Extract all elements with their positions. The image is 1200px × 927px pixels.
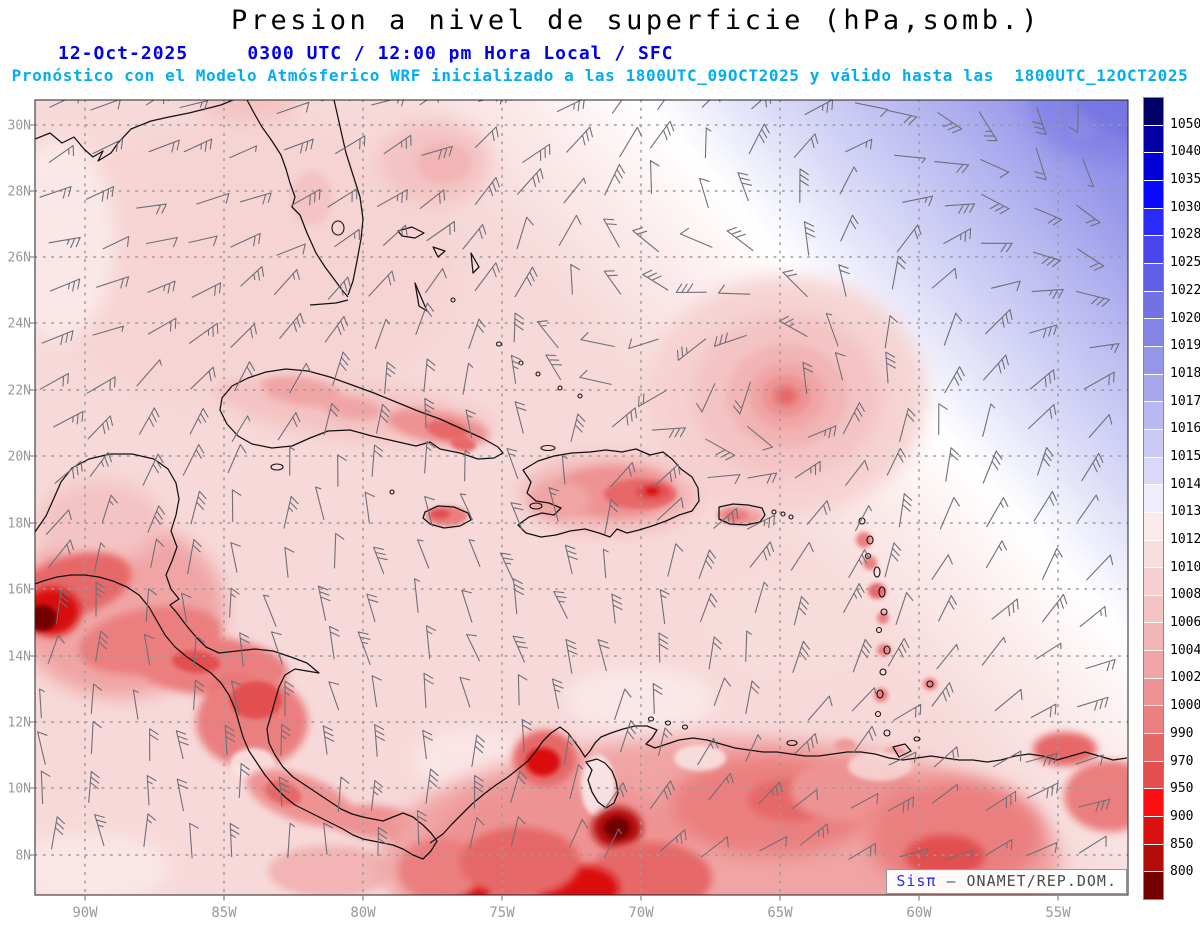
latlon-gridlines xyxy=(35,100,1128,895)
page-title: Presion a nivel de superficie (hPa,somb.… xyxy=(231,5,1041,36)
colorbar-tick-label: 1008 xyxy=(1170,587,1200,603)
colorbar-tick-label: 1022 xyxy=(1170,282,1200,298)
colorbar-cell xyxy=(1144,208,1163,237)
colorbar-tick-label: 1012 xyxy=(1170,532,1200,548)
colorbar-tick-label: 900 xyxy=(1170,808,1194,824)
lat-tick-label: 12N xyxy=(8,716,31,731)
colorbar-cell xyxy=(1144,457,1163,486)
colorbar-tick-label: 990 xyxy=(1170,725,1194,741)
colorbar-cell xyxy=(1144,817,1163,845)
colorbar-tick-label: 1000 xyxy=(1170,698,1200,714)
colorbar-cell xyxy=(1144,236,1163,264)
lon-tick-label: 75W xyxy=(489,905,515,921)
lon-tick-label: 55W xyxy=(1045,905,1071,921)
colorbar-cell xyxy=(1144,429,1163,458)
colorbar-tick-label: 1020 xyxy=(1170,310,1200,326)
lat-tick-label: 28N xyxy=(8,185,31,200)
colorbar-cell xyxy=(1144,98,1163,126)
colorbar-tick-label: 1017 xyxy=(1170,393,1200,409)
forecast-model-line: Pronóstico con el Modelo Atmósferico WRF… xyxy=(11,66,1189,85)
colorbar-tick-label: 850 xyxy=(1170,836,1194,852)
colorbar-tick-label: 1002 xyxy=(1170,670,1200,686)
lat-tick-label: 10N xyxy=(8,782,31,797)
lat-tick-label: 18N xyxy=(8,517,31,532)
colorbar-cell xyxy=(1144,346,1163,375)
colorbar-cell xyxy=(1144,319,1163,347)
colorbar-cell xyxy=(1144,595,1163,624)
colorbar-cell xyxy=(1144,485,1163,513)
colorbar-tick-label: 1040 xyxy=(1170,144,1200,160)
map-frame xyxy=(34,99,1129,896)
pressure-shading xyxy=(35,100,1128,895)
lon-tick-label: 70W xyxy=(628,905,654,921)
colorbar-cell xyxy=(1144,706,1163,735)
lon-tick-label: 80W xyxy=(350,905,376,921)
datetime-line: 12-Oct-2025 0300 UTC / 12:00 pm Hora Loc… xyxy=(58,43,674,64)
colorbar-tick-label: 1006 xyxy=(1170,615,1200,631)
colorbar-tick-label: 1013 xyxy=(1170,504,1200,520)
colorbar-tick-label: 1018 xyxy=(1170,365,1200,381)
colorbar-cell xyxy=(1144,291,1163,320)
lat-tick-label: 8N xyxy=(15,849,31,864)
colorbar-cell xyxy=(1144,872,1163,900)
colorbar-tick-label: 950 xyxy=(1170,781,1194,797)
colorbar-cell xyxy=(1144,180,1163,209)
colorbar-tick-label: 1025 xyxy=(1170,255,1200,271)
colorbar-cell xyxy=(1144,374,1163,403)
axis-ticks xyxy=(29,124,1059,901)
lon-tick-label: 65W xyxy=(767,905,793,921)
colorbar-cell xyxy=(1144,540,1163,569)
attribution-text: – ONAMET/REP.DOM. xyxy=(936,872,1117,890)
colorbar-cell xyxy=(1144,153,1163,181)
lat-tick-label: 20N xyxy=(8,450,31,465)
colorbar-cell xyxy=(1144,844,1163,873)
colorbar-tick-label: 800 xyxy=(1170,864,1194,880)
colorbar-cell xyxy=(1144,734,1163,762)
colorbar-tick-label: 1010 xyxy=(1170,559,1200,575)
colorbar-cell xyxy=(1144,761,1163,790)
lon-axis-labels: 90W 85W 80W 75W 70W 65W 60W 55W xyxy=(72,905,1071,921)
lat-tick-label: 14N xyxy=(8,650,31,665)
colorbar-cell xyxy=(1144,402,1163,430)
lat-tick-label: 22N xyxy=(8,384,31,399)
colorbar-cell xyxy=(1144,678,1163,707)
colorbar-cell xyxy=(1144,623,1163,652)
colorbar-cell xyxy=(1144,789,1163,818)
colorbar-tick-label: 1035 xyxy=(1170,172,1200,188)
pressure-colorbar xyxy=(1143,97,1164,900)
lat-tick-label: 16N xyxy=(8,583,31,598)
colorbar-cell xyxy=(1144,263,1163,292)
colorbar-tick-label: 1030 xyxy=(1170,199,1200,215)
colorbar-tick-label: 1015 xyxy=(1170,448,1200,464)
lat-tick-label: 30N xyxy=(8,119,31,134)
attribution-brand: Sisπ xyxy=(896,872,937,890)
colorbar-cell xyxy=(1144,125,1163,154)
lat-tick-label: 26N xyxy=(8,251,31,266)
lat-axis-labels: 30N 28N 26N 24N 22N 20N 18N 16N 14N 12N 10N 8N xyxy=(8,119,31,864)
colorbar-tick-label: 1016 xyxy=(1170,421,1200,437)
colorbar-tick-label: 1014 xyxy=(1170,476,1200,492)
colorbar-tick-label: 970 xyxy=(1170,753,1194,769)
lon-tick-label: 85W xyxy=(211,905,237,921)
colorbar-tick-label: 1050 xyxy=(1170,116,1200,132)
colorbar-tick-label: 1028 xyxy=(1170,227,1200,243)
colorbar-cell xyxy=(1144,568,1163,596)
lon-tick-label: 60W xyxy=(906,905,932,921)
colorbar-cell xyxy=(1144,651,1163,679)
lon-tick-label: 90W xyxy=(72,905,98,921)
lat-tick-label: 24N xyxy=(8,317,31,332)
colorbar-tick-label: 1004 xyxy=(1170,642,1200,658)
colorbar-cell xyxy=(1144,512,1163,541)
attribution-box: Sisπ – ONAMET/REP.DOM. xyxy=(886,869,1127,894)
colorbar-tick-label: 1019 xyxy=(1170,338,1200,354)
